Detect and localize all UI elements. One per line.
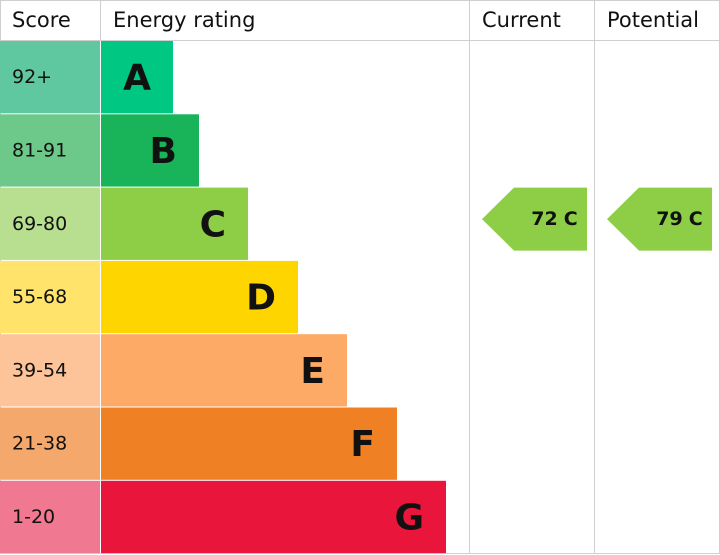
rating-bar xyxy=(101,187,248,260)
potential-label: 79 C xyxy=(656,208,702,230)
potential-value: 79 xyxy=(656,208,682,230)
band-letter: G xyxy=(394,497,424,538)
rating-bar xyxy=(101,407,397,480)
band-letter: B xyxy=(150,131,177,172)
header-energy-rating: Energy rating xyxy=(113,8,255,32)
current-arrow xyxy=(482,187,587,251)
score-range: 55-68 xyxy=(12,286,67,308)
band-letter: C xyxy=(200,204,226,245)
score-cell xyxy=(0,41,100,114)
score-cell xyxy=(0,114,100,187)
score-cell xyxy=(0,187,100,260)
score-range: 21-38 xyxy=(12,433,67,455)
header-potential: Potential xyxy=(607,8,699,32)
score-range: 92+ xyxy=(12,66,52,88)
potential-arrow xyxy=(607,187,712,251)
score-range: 39-54 xyxy=(12,359,67,381)
score-range: 81-91 xyxy=(12,139,67,161)
rating-bar xyxy=(101,41,173,114)
rating-bar xyxy=(101,114,199,187)
score-cell xyxy=(0,407,100,480)
score-range: 69-80 xyxy=(12,213,67,235)
band-letter: A xyxy=(123,58,151,99)
potential-rating: C xyxy=(689,208,703,230)
band-letter: F xyxy=(350,424,375,465)
score-cell xyxy=(0,334,100,407)
header-current: Current xyxy=(482,8,561,32)
band-letter: E xyxy=(300,351,325,392)
score-range: 1-20 xyxy=(12,506,55,528)
band-letter: D xyxy=(246,278,276,319)
rating-bar xyxy=(101,260,298,334)
current-value: 72 xyxy=(531,208,557,230)
score-cell xyxy=(0,480,100,554)
score-cell xyxy=(0,260,100,334)
current-label: 72 C xyxy=(531,208,577,230)
current-rating: C xyxy=(564,208,578,230)
header-score: Score xyxy=(12,8,71,32)
rating-bar xyxy=(101,334,347,407)
rating-bar xyxy=(101,480,446,554)
